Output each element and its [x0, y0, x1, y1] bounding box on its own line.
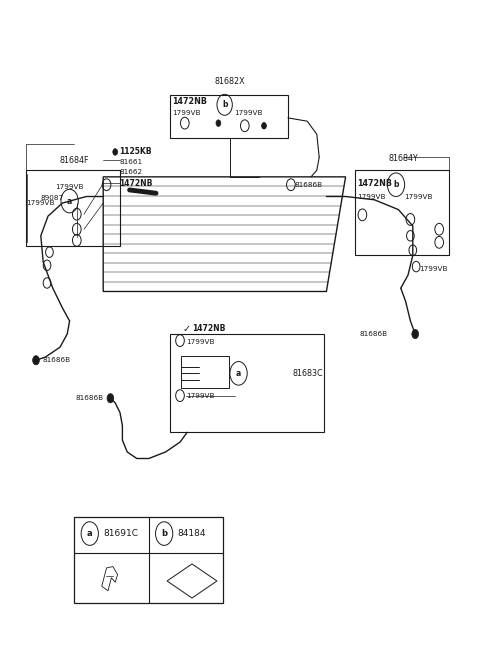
Circle shape — [262, 122, 266, 129]
Text: 1799VB: 1799VB — [172, 109, 200, 116]
Text: 1472NB: 1472NB — [119, 179, 153, 188]
Text: 1799VB: 1799VB — [186, 339, 215, 345]
Bar — [170, 95, 288, 138]
Text: 1799VB: 1799VB — [234, 109, 262, 116]
Text: 1799VB: 1799VB — [186, 392, 215, 399]
Bar — [26, 170, 120, 246]
Bar — [355, 170, 449, 255]
Circle shape — [107, 394, 114, 403]
Bar — [74, 517, 223, 603]
Text: 81662: 81662 — [119, 169, 142, 176]
Text: 1799VB: 1799VB — [358, 193, 386, 200]
Circle shape — [113, 149, 118, 155]
Text: 1472NB: 1472NB — [172, 97, 207, 106]
Text: 1472NB: 1472NB — [358, 179, 393, 188]
Text: 81686B: 81686B — [294, 181, 323, 188]
Text: 81686B: 81686B — [360, 331, 388, 337]
Text: 1472NB: 1472NB — [192, 324, 226, 333]
Text: 1799VB: 1799VB — [55, 183, 84, 190]
Text: 81684F: 81684F — [60, 156, 89, 165]
Text: 81686B: 81686B — [76, 395, 104, 402]
Circle shape — [216, 120, 221, 126]
Text: a: a — [236, 369, 241, 378]
Text: 81691C: 81691C — [103, 529, 138, 538]
Text: 84184: 84184 — [178, 529, 206, 538]
Circle shape — [412, 329, 419, 339]
Text: 81682X: 81682X — [214, 77, 245, 86]
Text: b: b — [393, 180, 399, 189]
Circle shape — [33, 356, 39, 365]
Bar — [170, 334, 324, 432]
Text: 81684Y: 81684Y — [388, 154, 418, 163]
Text: 1799VB: 1799VB — [419, 265, 447, 272]
Bar — [181, 356, 229, 388]
Text: 1125KB: 1125KB — [119, 147, 152, 157]
Text: 1799VB: 1799VB — [26, 200, 55, 206]
Text: 81683C: 81683C — [293, 369, 324, 378]
Text: 81686B: 81686B — [42, 357, 71, 364]
Text: 1799VB: 1799VB — [405, 193, 433, 200]
Text: a: a — [67, 196, 72, 206]
Text: b: b — [222, 100, 228, 109]
Text: a: a — [87, 529, 93, 538]
Text: b: b — [161, 529, 167, 538]
Text: 89087: 89087 — [41, 195, 64, 201]
Text: ✓: ✓ — [182, 324, 190, 334]
Text: 81661: 81661 — [119, 159, 142, 166]
